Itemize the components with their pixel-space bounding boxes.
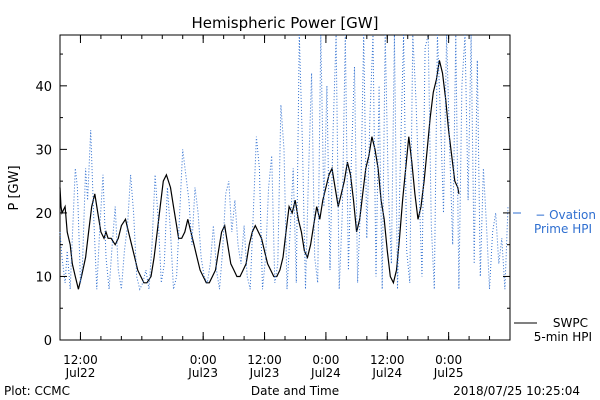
legend-ovation-label-2: Prime HPI xyxy=(534,222,592,236)
x-tick-label-date: Jul22 xyxy=(65,366,96,380)
series-line-ovation xyxy=(59,34,509,291)
x-axis: 12:00Jul220:00Jul2312:00Jul230:00Jul2412… xyxy=(59,35,511,380)
legend-swpc-label: SWPC xyxy=(553,316,588,330)
x-tick-label-date: Jul24 xyxy=(310,366,341,380)
plot-area xyxy=(59,34,511,341)
y-axis-label: P [GW] xyxy=(7,165,22,210)
legend-swpc-label-2: 5-min HPI xyxy=(534,330,592,344)
x-tick-label-time: 0:00 xyxy=(435,353,462,367)
chart-title: Hemispheric Power [GW] xyxy=(192,14,379,32)
y-axis: 0 10 20 30 40 xyxy=(35,53,510,349)
x-tick-label-time: 12:00 xyxy=(247,353,282,367)
x-tick-label-date: Jul24 xyxy=(371,366,402,380)
x-tick-label-date: Jul25 xyxy=(433,366,464,380)
x-tick-label-date: Jul23 xyxy=(249,366,280,380)
y-tick-label: 40 xyxy=(35,80,52,95)
x-tick-label-time: 12:00 xyxy=(63,353,98,367)
x-tick-label-date: Jul23 xyxy=(187,366,218,380)
series-line-swpc xyxy=(59,60,460,290)
footer-timestamp: 2018/07/25 10:25:04 xyxy=(453,384,580,398)
x-tick-label-time: 12:00 xyxy=(370,353,405,367)
y-tick-label: 30 xyxy=(35,143,52,158)
y-tick-label: 20 xyxy=(35,207,52,222)
x-axis-label: Date and Time xyxy=(251,384,339,398)
x-tick-label-time: 0:00 xyxy=(190,353,217,367)
legend-ovation-label: − Ovation xyxy=(535,208,596,222)
x-tick-label-time: 0:00 xyxy=(312,353,339,367)
y-tick-label: 0 xyxy=(44,334,52,349)
footer-plot-credit: Plot: CCMC xyxy=(4,384,70,398)
y-tick-label: 10 xyxy=(35,270,52,285)
